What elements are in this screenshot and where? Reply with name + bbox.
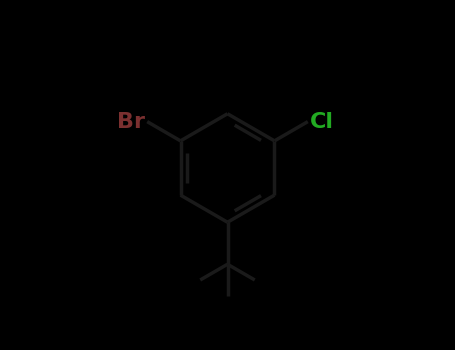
Text: Cl: Cl (309, 112, 334, 132)
Text: Br: Br (117, 112, 146, 132)
